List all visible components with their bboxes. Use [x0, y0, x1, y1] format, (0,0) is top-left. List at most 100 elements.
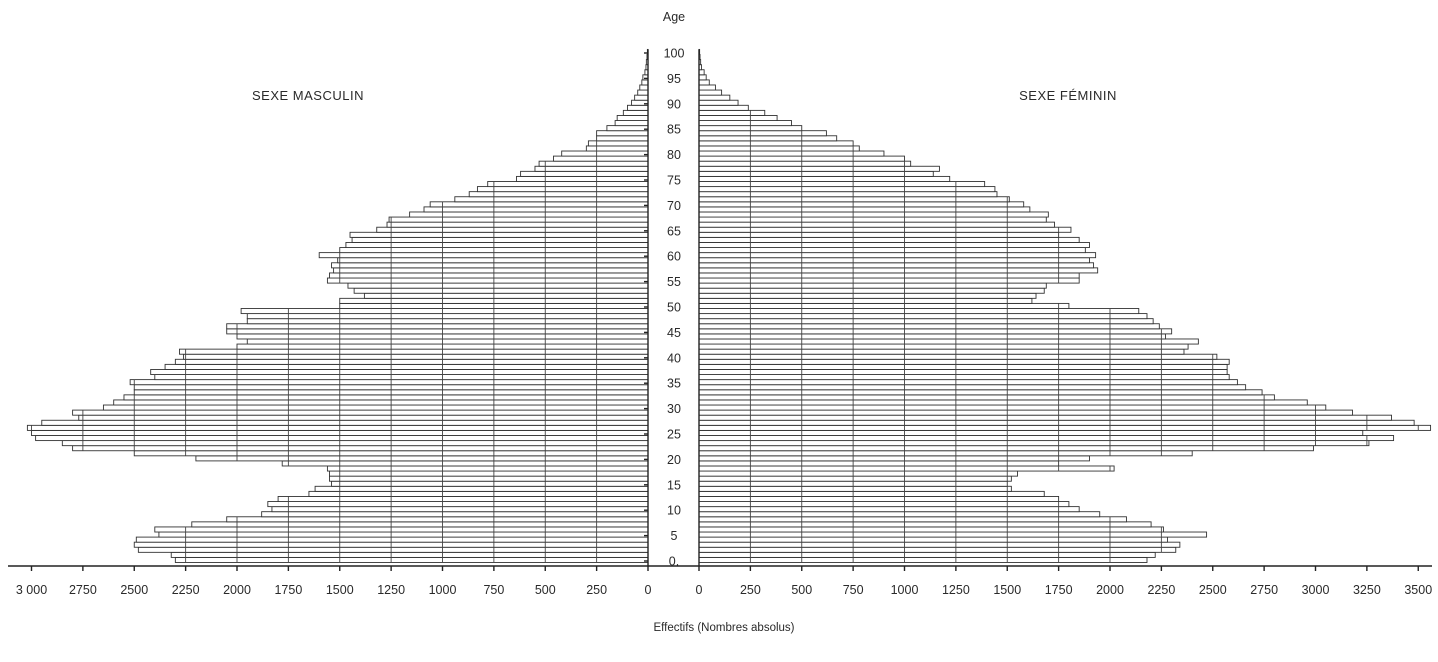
male-bar-age-52 — [363, 292, 649, 299]
female-bar-age-61 — [698, 247, 1086, 254]
male-bar-age-35 — [129, 379, 649, 386]
male-bar-age-57 — [333, 267, 649, 274]
male-bar-age-80 — [561, 150, 649, 157]
female-bar-age-10 — [698, 506, 1080, 513]
age-tick-label: 45 — [667, 326, 681, 340]
male-bar-age-41 — [179, 348, 649, 355]
age-tick-label: 80 — [667, 148, 681, 162]
male-x-tick-label: 1500 — [326, 583, 354, 597]
age-tick-label: 10 — [667, 504, 681, 518]
female-bar-age-58 — [698, 262, 1095, 269]
male-bar-age-20 — [195, 455, 649, 462]
male-bar-age-79 — [553, 155, 649, 162]
male-x-tick-label: 2500 — [120, 583, 148, 597]
male-bar-age-37 — [150, 369, 649, 375]
x-axis-title: Effectifs (Nombres absolus) — [653, 622, 794, 634]
female-bar-age-18 — [698, 465, 1115, 472]
age-tick-label: 95 — [667, 72, 681, 86]
female-title: SEXE FÉMININ — [1019, 88, 1117, 103]
male-bar-age-85 — [606, 125, 649, 132]
female-bar-age-6 — [698, 526, 1164, 533]
female-bar-age-77 — [698, 165, 940, 172]
female-bar-age-41 — [698, 348, 1185, 355]
female-bar-age-86 — [698, 120, 792, 127]
female-x-tick-label: 750 — [843, 583, 864, 597]
male-bar-age-94 — [641, 79, 649, 86]
male-bar-age-24 — [35, 435, 649, 442]
male-bar-age-19 — [281, 460, 649, 467]
female-bar-age-51 — [698, 297, 1033, 304]
female-bar-age-35 — [698, 379, 1238, 386]
female-bar-age-91 — [698, 94, 731, 101]
age-tick-label: 30 — [667, 402, 681, 416]
female-bar-age-46 — [698, 323, 1160, 330]
male-bar-age-9 — [261, 511, 649, 518]
female-bar-age-19 — [698, 460, 1060, 467]
male-bar-age-69 — [423, 206, 649, 213]
female-bar-age-17 — [698, 470, 1018, 477]
male-bar-age-88 — [622, 109, 649, 116]
female-bar-age-30 — [698, 404, 1327, 411]
female-x-tick-label: 1500 — [993, 583, 1021, 597]
male-bar-age-87 — [616, 115, 649, 121]
male-bar-age-93 — [639, 84, 649, 91]
female-bar-age-74 — [698, 181, 986, 188]
female-bar-age-5 — [698, 531, 1208, 538]
female-bar-age-67 — [698, 216, 1047, 223]
female-bar-age-43 — [698, 338, 1199, 345]
male-bar-age-86 — [614, 120, 649, 127]
female-bar-age-78 — [698, 160, 912, 167]
female-x-tick-label: 0 — [696, 583, 703, 597]
female-bars — [698, 48, 1432, 563]
female-bar-age-27 — [698, 419, 1415, 426]
female-bar-age-25 — [698, 429, 1364, 436]
male-bar-age-0 — [174, 556, 649, 563]
female-x-tick-label: 3000 — [1302, 583, 1330, 597]
female-bar-age-83 — [698, 135, 838, 142]
female-bar-age-14 — [698, 485, 1012, 492]
female-bar-age-38 — [698, 363, 1228, 370]
male-bar-age-49 — [240, 308, 649, 315]
female-bar-age-1 — [698, 551, 1156, 558]
female-bar-age-68 — [698, 211, 1049, 218]
female-x-tick-label: 2250 — [1147, 583, 1175, 597]
age-tick-label: 5 — [671, 529, 678, 543]
female-bar-age-69 — [698, 206, 1031, 213]
age-tick-label: 70 — [667, 199, 681, 213]
male-bar-age-74 — [487, 181, 649, 188]
female-bar-age-0 — [698, 556, 1148, 563]
male-bar-age-59 — [337, 257, 649, 264]
female-bar-age-36 — [698, 374, 1230, 381]
male-x-tick-label: 0 — [645, 583, 652, 597]
female-bar-age-40 — [698, 353, 1218, 360]
female-bar-age-89 — [698, 104, 749, 111]
male-bar-age-56 — [329, 272, 649, 279]
male-bar-age-76 — [520, 170, 649, 177]
female-bar-age-81 — [698, 145, 860, 152]
male-bar-age-55 — [326, 277, 649, 284]
male-bar-age-73 — [476, 186, 649, 193]
male-bar-age-32 — [123, 394, 649, 401]
female-x-tick-label: 1250 — [942, 583, 970, 597]
female-bar-age-23 — [698, 440, 1370, 447]
female-bar-age-39 — [698, 358, 1230, 365]
male-bar-age-71 — [454, 196, 649, 203]
female-bar-age-93 — [698, 84, 716, 91]
male-bar-age-8 — [226, 516, 649, 523]
male-bar-age-46 — [226, 323, 649, 330]
male-bar-age-15 — [331, 480, 649, 487]
female-bar-age-57 — [698, 267, 1099, 274]
female-bar-age-59 — [698, 257, 1090, 264]
age-tick-label: 100 — [664, 47, 685, 61]
male-bar-age-10 — [271, 506, 649, 513]
male-bar-age-64 — [349, 231, 649, 238]
female-bar-age-63 — [698, 236, 1080, 243]
female-x-tick-label: 1000 — [891, 583, 919, 597]
female-bar-age-87 — [698, 115, 778, 121]
female-bar-age-66 — [698, 221, 1055, 228]
female-bar-age-50 — [698, 302, 1070, 309]
male-bar-age-77 — [534, 165, 649, 172]
age-tick-label: 65 — [667, 224, 681, 238]
female-bar-age-12 — [698, 496, 1060, 502]
male-x-tick-label: 500 — [535, 583, 556, 597]
